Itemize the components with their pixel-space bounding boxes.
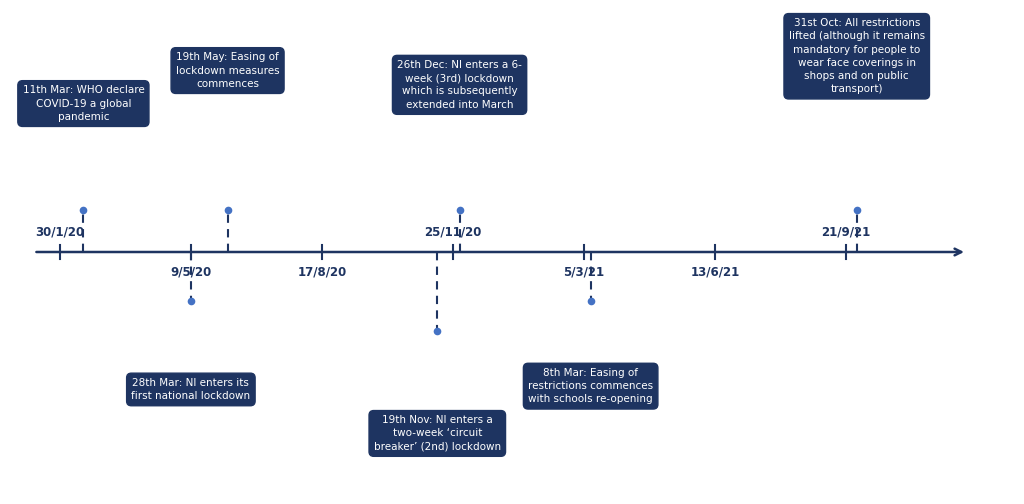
Text: 30/1/20: 30/1/20 — [35, 226, 84, 239]
Text: 28th Mar: NI enters its
first national lockdown: 28th Mar: NI enters its first national l… — [131, 378, 251, 401]
Text: 11th Mar: WHO declare
COVID-19 a global
pandemic: 11th Mar: WHO declare COVID-19 a global … — [23, 85, 144, 122]
Text: 26th Dec: NI enters a 6-
week (3rd) lockdown
which is subsequently
extended into: 26th Dec: NI enters a 6- week (3rd) lock… — [397, 60, 522, 110]
Text: 21/9/21: 21/9/21 — [821, 226, 870, 239]
Text: 13/6/21: 13/6/21 — [690, 265, 739, 278]
Text: 9/5/20: 9/5/20 — [170, 265, 212, 278]
Text: 19th May: Easing of
lockdown measures
commences: 19th May: Easing of lockdown measures co… — [176, 52, 280, 89]
Text: 19th Nov: NI enters a
two-week ‘circuit
breaker’ (2nd) lockdown: 19th Nov: NI enters a two-week ‘circuit … — [374, 415, 501, 452]
Text: 31st Oct: All restrictions
lifted (although it remains
mandatory for people to
w: 31st Oct: All restrictions lifted (altho… — [788, 18, 925, 94]
Text: 8th Mar: Easing of
restrictions commences
with schools re-opening: 8th Mar: Easing of restrictions commence… — [528, 368, 653, 404]
Text: 5/3/21: 5/3/21 — [563, 265, 604, 278]
Text: 17/8/20: 17/8/20 — [297, 265, 346, 278]
Text: 25/11/20: 25/11/20 — [424, 226, 481, 239]
